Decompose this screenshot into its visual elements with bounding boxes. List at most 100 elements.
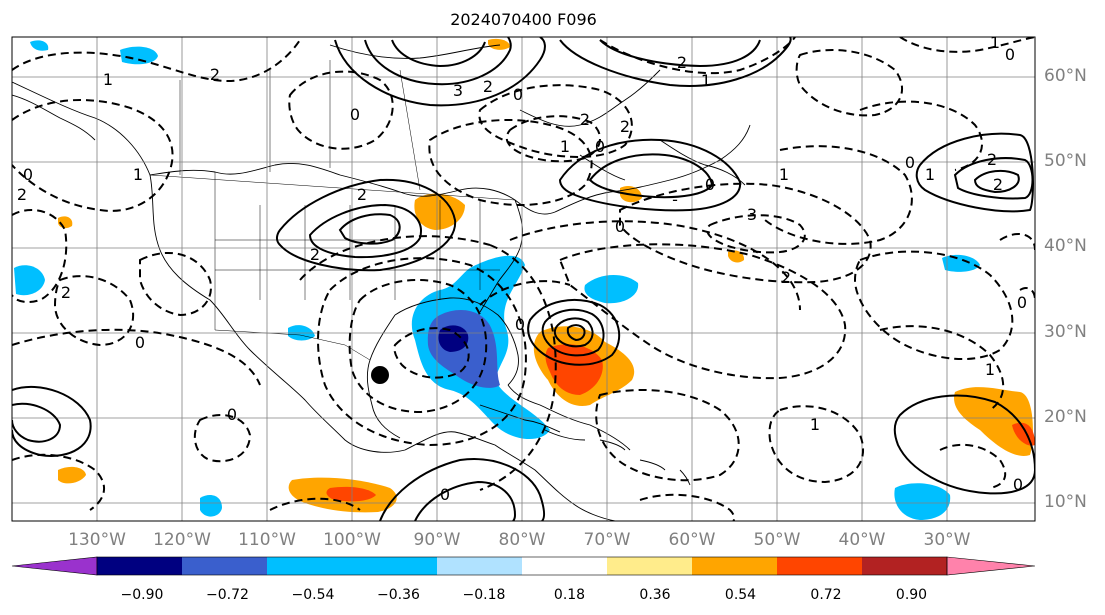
location-marker bbox=[371, 366, 389, 384]
contour-label: 0 bbox=[350, 105, 360, 124]
contour-label: 2 bbox=[210, 65, 220, 84]
contour-label: 0 bbox=[905, 153, 915, 172]
colorbar-tick-label: 0.90 bbox=[895, 587, 928, 603]
colorbar-tick-label: −0.18 bbox=[462, 587, 506, 603]
positive-anomaly-east-atl-outer bbox=[954, 387, 1033, 456]
contour-label: 0 bbox=[705, 175, 715, 194]
colorbar-segment bbox=[352, 557, 437, 575]
colorbar-segment bbox=[522, 557, 607, 575]
positive-anomaly-atlantic-core bbox=[545, 344, 603, 395]
colorbar-segment bbox=[692, 557, 777, 575]
dashed-contours bbox=[12, 37, 1035, 521]
positive-anomaly-great-lakes bbox=[414, 193, 465, 230]
negative-anomaly-southeast bbox=[894, 483, 951, 520]
longitude-label: 50°W bbox=[753, 530, 801, 550]
contour-label: 0 bbox=[595, 137, 605, 156]
latitude-label: 40°N bbox=[1044, 236, 1087, 257]
contour-label: 1 bbox=[990, 33, 1000, 52]
contour-label: 2 bbox=[310, 245, 320, 264]
contour-label: 3 bbox=[453, 81, 463, 100]
colorbar-tick-label: 0.36 bbox=[639, 587, 671, 603]
colorbar-segment bbox=[607, 557, 692, 575]
contour-label: 1 bbox=[985, 360, 995, 379]
contour-label: 2 bbox=[620, 117, 630, 136]
contour-label: 2 bbox=[357, 185, 367, 204]
latitude-label: 10°N bbox=[1044, 492, 1087, 512]
negative-anomaly-pacific bbox=[14, 265, 45, 296]
contour-label: 1 bbox=[701, 71, 711, 90]
contour-label: 2 bbox=[483, 77, 493, 96]
colorbar-tick-label: −0.54 bbox=[291, 587, 335, 603]
colorbar-tick-label: 0.54 bbox=[724, 587, 757, 603]
contour-label: 2 bbox=[677, 53, 687, 72]
colorbar-segment bbox=[862, 557, 947, 575]
contour-label: 0 bbox=[513, 85, 523, 104]
negative-anomaly-arctic-1 bbox=[120, 46, 158, 65]
longitude-label: 130°W bbox=[68, 530, 126, 550]
colorbar-segment bbox=[267, 557, 352, 575]
contour-label: 1 bbox=[133, 165, 143, 184]
longitude-label: 70°W bbox=[583, 530, 631, 550]
latitude-label: 60°N bbox=[1044, 66, 1087, 86]
longitude-label: 100°W bbox=[323, 530, 381, 550]
contour-label: 0 bbox=[23, 165, 33, 184]
contour-label: 1 bbox=[810, 415, 820, 434]
colorbar bbox=[11, 556, 1036, 576]
contour-label: 0 bbox=[135, 333, 145, 352]
longitude-label: 30°W bbox=[923, 530, 971, 550]
graticule bbox=[12, 37, 1035, 521]
solid-contours bbox=[12, 37, 1035, 521]
contour-label: 0 bbox=[1013, 475, 1023, 494]
longitude-label: 110°W bbox=[238, 530, 296, 550]
longitude-label: 80°W bbox=[498, 530, 546, 550]
longitude-label: 120°W bbox=[153, 530, 211, 550]
map-frame bbox=[11, 36, 1036, 522]
colorbar-tick-label: 0.18 bbox=[553, 587, 586, 603]
contour-label: 2 bbox=[987, 150, 997, 169]
colorbar-segment bbox=[182, 557, 267, 575]
contour-label: 0 bbox=[515, 315, 525, 334]
negative-anomaly-arctic-2 bbox=[30, 40, 49, 51]
colorbar-tick-label: −0.72 bbox=[206, 587, 249, 603]
contour-label: - bbox=[672, 190, 678, 209]
colorbar-segment bbox=[777, 557, 862, 575]
negative-anomaly-atlantic bbox=[584, 274, 639, 304]
latitude-label: 30°N bbox=[1044, 321, 1087, 342]
longitude-label: 60°W bbox=[668, 530, 716, 550]
contour-label: 2 bbox=[781, 268, 791, 287]
colorbar-tick-label: −0.36 bbox=[377, 587, 420, 603]
contour-label: 1 bbox=[103, 70, 113, 89]
colorbar-extend-high bbox=[946, 556, 1036, 576]
colorbar-frame bbox=[96, 556, 948, 576]
colorbar-tick-label: 0.72 bbox=[810, 587, 842, 603]
contour-label: 0 bbox=[440, 485, 450, 504]
negative-anomaly-southwest bbox=[200, 495, 222, 517]
colorbar-segment bbox=[437, 557, 522, 575]
contour-labels: 1 2 3 2 2 1 0 2 0 1 2 0 - 0 1 3 2 2 0 2 … bbox=[17, 33, 1027, 504]
contour-label: 2 bbox=[61, 283, 71, 302]
positive-anomaly-small-2 bbox=[58, 466, 86, 484]
map-background bbox=[12, 37, 1035, 521]
gulf-negative-anomaly-core bbox=[438, 325, 469, 352]
contour-label: 1 bbox=[779, 165, 789, 184]
contour-label: 0 bbox=[227, 405, 237, 424]
map-title: 2024070400 F096 bbox=[450, 10, 597, 29]
contour-label: 3 bbox=[747, 205, 757, 224]
contour-label: 2 bbox=[580, 110, 590, 129]
negative-anomaly-east-atl bbox=[942, 254, 980, 272]
contour-label: 1 bbox=[560, 137, 570, 156]
positive-anomaly-small-3 bbox=[488, 38, 510, 50]
contour-label: 2 bbox=[17, 185, 27, 204]
colorbar-segment bbox=[97, 557, 182, 575]
colorbar-extend-low bbox=[11, 556, 98, 576]
latitude-label: 20°N bbox=[1044, 406, 1087, 427]
colorbar-tick-label: −0.90 bbox=[120, 587, 164, 603]
contour-label: 0 bbox=[615, 217, 625, 236]
contour-label: 0 bbox=[1017, 293, 1027, 312]
latitude-label: 50°N bbox=[1044, 151, 1087, 172]
political-borders bbox=[149, 60, 516, 361]
contour-label: 2 bbox=[993, 175, 1003, 194]
positive-anomaly-pacific-core bbox=[326, 486, 376, 502]
longitude-label: 40°W bbox=[838, 530, 886, 550]
